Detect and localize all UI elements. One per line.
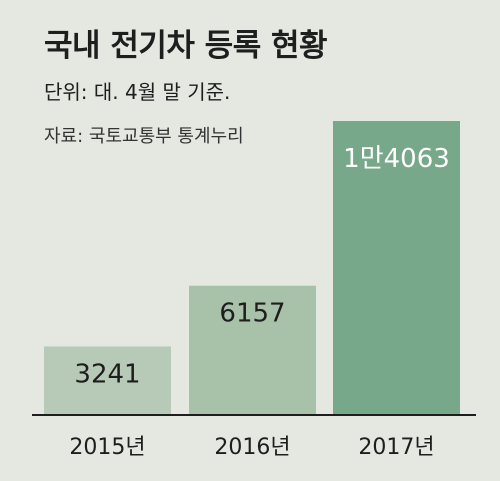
category-label-1: 2015년: [69, 435, 145, 460]
bar-2: [189, 285, 316, 414]
data-label-3: 1만4063: [343, 144, 450, 174]
chart-title: 국내 전기차 등록 현황: [44, 28, 328, 64]
data-label-2: 6157: [219, 299, 285, 329]
data-label-1: 3241: [74, 359, 140, 389]
bar-1: [44, 346, 171, 414]
unit-note: 단위: 대. 4월 말 기준.: [44, 80, 231, 104]
source-note: 자료: 국토교통부 통계누리: [44, 126, 244, 147]
category-label-3: 2017년: [358, 435, 434, 460]
bar-3: [333, 121, 460, 414]
category-label-2: 2016년: [214, 435, 290, 460]
